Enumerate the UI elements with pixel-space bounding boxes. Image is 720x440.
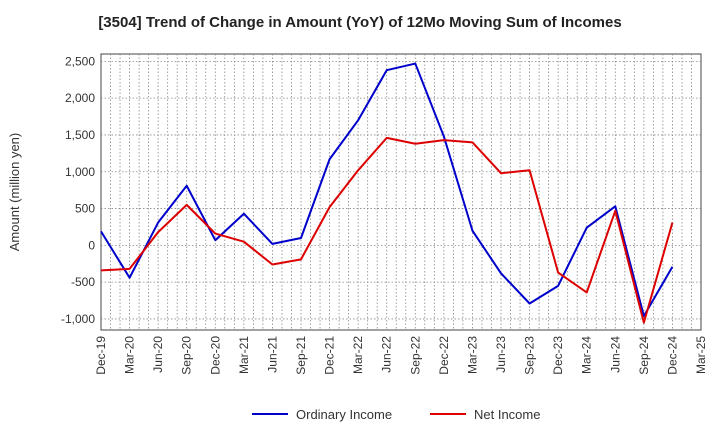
- series-line-ordinary-income: [100, 62, 674, 318]
- x-tick-label: Mar-24: [580, 336, 594, 374]
- grid-lines: [101, 54, 701, 330]
- x-tick-label: Dec-21: [323, 336, 337, 375]
- x-tick-label: Jun-24: [608, 336, 622, 373]
- x-tick-label: Sep-22: [408, 336, 422, 375]
- x-tick-label: Sep-20: [180, 336, 194, 375]
- x-tick-label: Mar-22: [351, 336, 365, 374]
- y-axis-label: Amount (million yen): [7, 133, 22, 252]
- chart-title: [3504] Trend of Change in Amount (YoY) o…: [98, 14, 622, 31]
- series-lines: [100, 62, 674, 324]
- series-line-net-income: [100, 136, 674, 324]
- legend-label: Ordinary Income: [296, 407, 392, 422]
- x-tick-label: Mar-21: [237, 336, 251, 374]
- x-tick-label: Mar-23: [465, 336, 479, 374]
- y-tick-labels: 2,500 2,000 1,500 1,000 500 0 -500 -1,000: [61, 54, 95, 326]
- y-tick-label: 2,500: [65, 54, 95, 68]
- y-tick-label: 1,000: [65, 165, 95, 179]
- x-tick-label: Jun-22: [380, 336, 394, 373]
- x-tick-label: Sep-24: [637, 336, 651, 375]
- x-tick-label: Dec-20: [208, 336, 222, 375]
- x-tick-label: Jun-21: [265, 336, 279, 373]
- x-tick-labels: Dec-19 Mar-20 Jun-20 Sep-20 Dec-20 Mar-21 Jun-…: [94, 336, 708, 375]
- y-tick-label: 0: [88, 238, 95, 252]
- x-tick-label: Mar-25: [694, 336, 708, 374]
- plot-area: [100, 53, 702, 331]
- legend: Ordinary Income Net Income: [252, 407, 540, 422]
- legend-label: Net Income: [474, 407, 540, 422]
- x-tick-label: Jun-23: [494, 336, 508, 373]
- y-tick-label: 2,000: [65, 91, 95, 105]
- x-tick-label: Jun-20: [151, 336, 165, 373]
- y-tick-label: -1,000: [61, 312, 95, 326]
- x-tick-label: Mar-20: [123, 336, 137, 374]
- y-tick-label: 500: [75, 202, 95, 216]
- x-tick-label: Sep-23: [523, 336, 537, 375]
- x-tick-label: Dec-22: [437, 336, 451, 375]
- x-tick-label: Dec-24: [665, 336, 679, 375]
- y-tick-label: -500: [71, 275, 95, 289]
- x-tick-label: Dec-19: [94, 336, 108, 375]
- x-tick-label: Dec-23: [551, 336, 565, 375]
- y-tick-label: 1,500: [65, 128, 95, 142]
- x-tick-label: Sep-21: [294, 336, 308, 375]
